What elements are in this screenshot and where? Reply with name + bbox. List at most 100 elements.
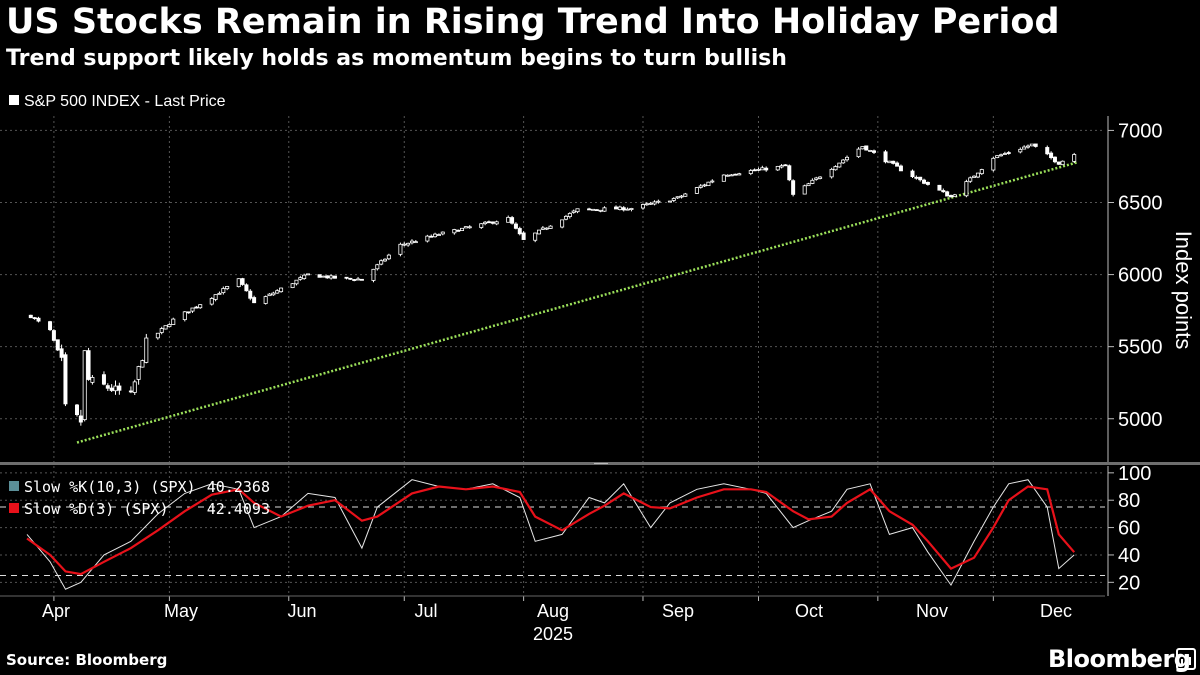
candle-body-down <box>1045 147 1050 155</box>
candle-body-down <box>490 221 495 224</box>
candle-body-up <box>271 292 276 296</box>
candle-body-down <box>945 191 950 197</box>
candle-body-up <box>602 207 607 212</box>
candle-body-down <box>194 306 199 309</box>
candle-body-down <box>764 167 769 171</box>
panel-resize-handle[interactable] <box>594 463 608 464</box>
slow-k-last-value: 40.2368 <box>207 478 270 496</box>
candle-body-down <box>429 235 434 238</box>
candle-body-up <box>748 170 753 174</box>
candle-body-down <box>32 317 37 320</box>
candle-body-down <box>332 275 337 279</box>
candle-body-up <box>841 159 846 164</box>
candle-body-up <box>1022 146 1027 150</box>
candle-body-down <box>791 180 796 195</box>
candle-body-up <box>806 183 811 187</box>
candle-body-up <box>694 187 699 194</box>
candle-body-down <box>910 170 915 178</box>
candle-body-down <box>128 390 133 393</box>
candle-body-up <box>652 201 657 205</box>
candle-body-up <box>209 298 214 305</box>
candle-body-up <box>710 180 715 183</box>
candle-body-down <box>621 207 626 211</box>
candle-body-down <box>28 314 33 319</box>
candle-body-up <box>779 165 784 168</box>
candle-body-up <box>279 287 284 293</box>
candle-body-up <box>290 283 295 289</box>
candle-body-down <box>101 374 106 385</box>
candle-body-up <box>406 242 411 246</box>
candle-body-down <box>344 276 349 279</box>
osc-y-tick-label: 20 <box>1118 572 1140 594</box>
chart-subtitle: Trend support likely holds as momentum b… <box>6 46 787 71</box>
candle-body-up <box>756 169 761 171</box>
x-tick-label: Aug <box>537 601 569 621</box>
candle-body-up <box>90 377 95 383</box>
candle-body-up <box>413 241 418 244</box>
candle-body-down <box>240 278 245 285</box>
candle-body-down <box>55 339 60 351</box>
candle-body-up <box>356 278 361 281</box>
candle-body-up <box>833 166 838 171</box>
candle-body-down <box>587 208 592 211</box>
candle-body-up <box>294 279 299 285</box>
candle-body-up <box>640 204 645 209</box>
candle-body-up <box>837 162 842 168</box>
candle-body-up <box>302 274 307 279</box>
x-tick-label: Oct <box>795 601 823 621</box>
candle-body-up <box>575 208 580 213</box>
candle-body-up <box>952 194 957 198</box>
candle-body-up <box>702 184 707 187</box>
candle-body-down <box>117 385 122 391</box>
candle-body-down <box>1052 156 1057 163</box>
candle-body-up <box>721 174 726 182</box>
candle-body-up <box>402 243 407 246</box>
stochastic-lines <box>26 479 1076 590</box>
candle-body-down <box>1056 161 1061 165</box>
trend-support-line <box>76 160 1079 444</box>
candle-body-up <box>463 226 468 229</box>
candle-body-up <box>483 221 488 225</box>
x-tick-label: Jul <box>414 601 437 621</box>
candle-body-up <box>964 181 969 197</box>
candle-body-up <box>1029 143 1034 147</box>
candle-body-up <box>383 258 388 262</box>
candle-body-down <box>521 232 526 240</box>
candle-body-up <box>440 231 445 235</box>
candle-body-up <box>968 177 973 182</box>
slow-d-legend-swatch <box>9 503 19 513</box>
candle-body-up <box>995 155 1000 158</box>
candle-body-up <box>625 208 630 211</box>
candle-body-up <box>425 235 430 242</box>
candle-body-down <box>922 179 927 184</box>
candle-body-up <box>683 193 688 197</box>
slow-d-legend-label: Slow %D(3) (SPX) <box>24 500 169 518</box>
candle-body-up <box>298 277 303 280</box>
candle-body-up <box>225 286 230 290</box>
candle-body-up <box>82 350 87 421</box>
candle-body-up <box>217 292 222 295</box>
candle-body-up <box>999 154 1004 157</box>
candle-body-up <box>1072 154 1077 162</box>
candle-body-up <box>760 167 765 171</box>
candle-body-up <box>163 325 168 330</box>
candle-body-up <box>775 165 780 171</box>
slow-d-last-value: 42.4093 <box>207 500 270 518</box>
candle-body-up <box>679 195 684 198</box>
x-tick-label: Dec <box>1040 601 1072 621</box>
candle-body-up <box>868 150 873 152</box>
candle-body-up <box>159 328 164 333</box>
candle-body-up <box>1018 148 1023 153</box>
candle-body-up <box>1060 160 1065 166</box>
osc-y-tick-label: 100 <box>1118 463 1151 485</box>
slow-k-line <box>26 479 1075 590</box>
candle-body-up <box>972 175 977 178</box>
candle-body-up <box>506 216 511 223</box>
x-tick-label: Nov <box>916 601 948 621</box>
candle-body-down <box>733 173 738 176</box>
slow-k-legend-swatch <box>9 481 19 491</box>
candle-body-down <box>78 415 83 423</box>
candle-body-up <box>617 206 622 210</box>
candle-body-up <box>860 146 865 150</box>
candle-body-down <box>348 277 353 280</box>
